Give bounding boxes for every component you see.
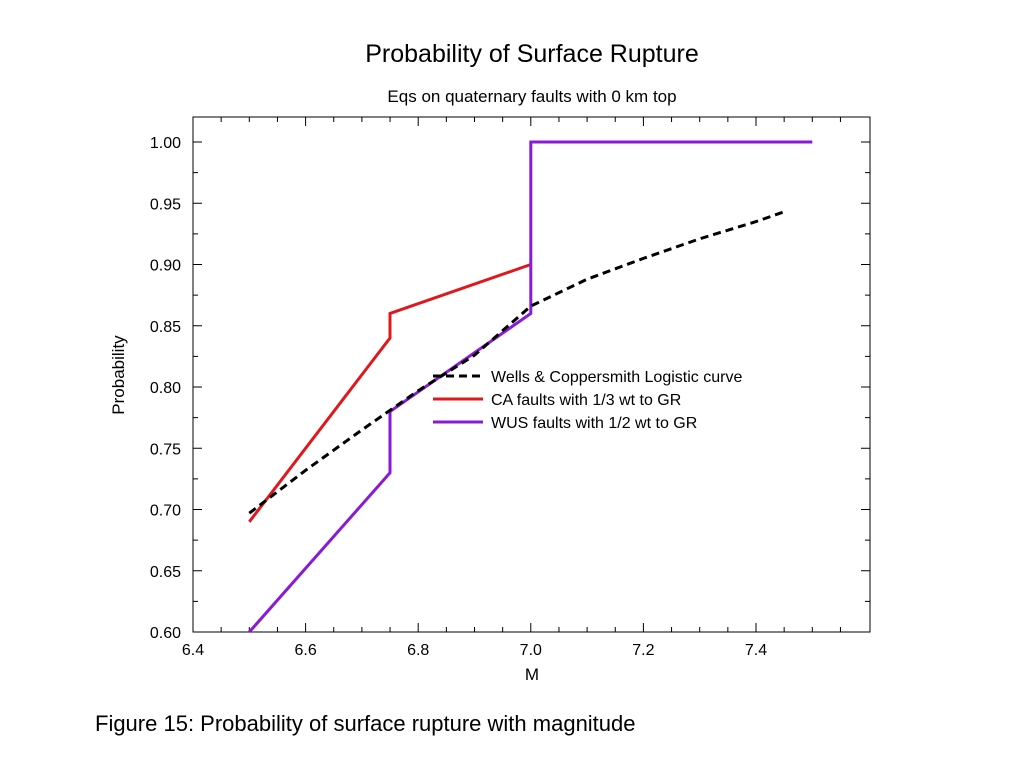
- y-axis: 0.60 0.65 0.70 0.75 0.80 0.85 0.90 0.95 1.00: [150, 135, 870, 642]
- y-tick-label: 0.75: [150, 441, 181, 458]
- y-tick-label: 1.00: [150, 135, 181, 152]
- wells-coppersmith-curve: [248, 210, 785, 515]
- y-tick-label: 0.60: [150, 625, 181, 642]
- y-axis-label: Probability: [109, 335, 128, 415]
- y-tick-label: 0.80: [150, 380, 181, 397]
- y-tick-label: 0.95: [150, 196, 181, 213]
- legend-label: Wells & Coppersmith Logistic curve: [491, 369, 742, 386]
- x-tick-label: 7.4: [745, 642, 767, 659]
- x-tick-label: 6.4: [182, 642, 204, 659]
- legend-label: WUS faults with 1/2 wt to GR: [491, 415, 697, 432]
- y-tick-label: 0.90: [150, 258, 181, 275]
- x-tick-label: 7.0: [520, 642, 542, 659]
- ca-faults-line: [248, 263, 532, 523]
- x-tick-label: 6.6: [294, 642, 316, 659]
- y-tick-label: 0.70: [150, 503, 181, 520]
- x-axis: 6.4 6.6 6.8 7.0 7.2 7.4: [182, 117, 841, 659]
- x-axis-label: M: [525, 665, 539, 684]
- y-tick-label: 0.85: [150, 319, 181, 336]
- wus-faults-line: [248, 140, 813, 633]
- chart-subtitle: Eqs on quaternary faults with 0 km top: [387, 87, 676, 106]
- probability-chart: Probability of Surface Rupture Eqs on qu…: [109, 40, 871, 684]
- chart-title: Probability of Surface Rupture: [365, 40, 699, 68]
- x-tick-label: 7.2: [632, 642, 654, 659]
- plot-frame: [192, 116, 871, 633]
- legend: Wells & Coppersmith Logistic curve CA fau…: [433, 369, 742, 432]
- x-tick-label: 6.8: [407, 642, 429, 659]
- figure-caption: Figure 15: Probability of surface ruptur…: [95, 711, 636, 736]
- y-tick-label: 0.65: [150, 564, 181, 581]
- series-layer: [248, 140, 813, 633]
- legend-label: CA faults with 1/3 wt to GR: [491, 392, 681, 409]
